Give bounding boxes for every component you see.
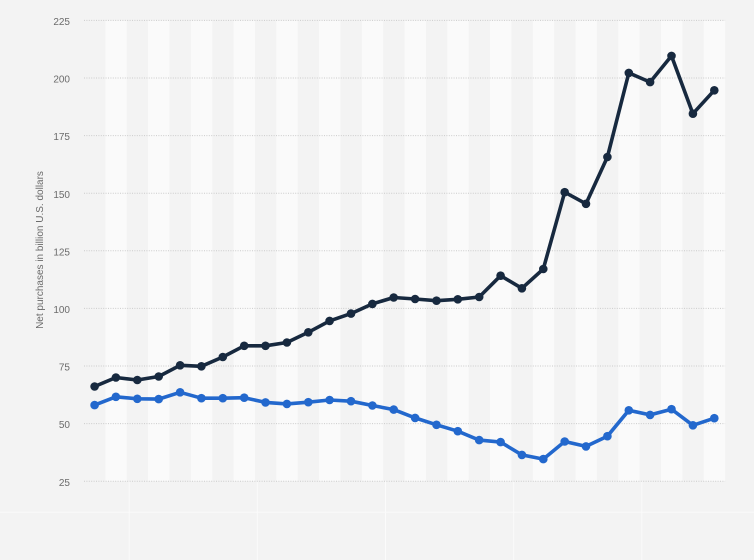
svg-text:50: 50 — [59, 420, 71, 431]
svg-text:200: 200 — [53, 75, 70, 86]
svg-text:125: 125 — [53, 247, 70, 258]
svg-text:225: 225 — [53, 17, 70, 28]
svg-text:175: 175 — [53, 132, 70, 143]
svg-text:Net purchases in billion U.S.: Net purchases in billion U.S. dollars — [35, 171, 46, 329]
svg-text:150: 150 — [53, 190, 70, 201]
svg-text:25: 25 — [59, 478, 71, 489]
svg-text:100: 100 — [53, 305, 70, 316]
svg-text:75: 75 — [59, 363, 71, 374]
